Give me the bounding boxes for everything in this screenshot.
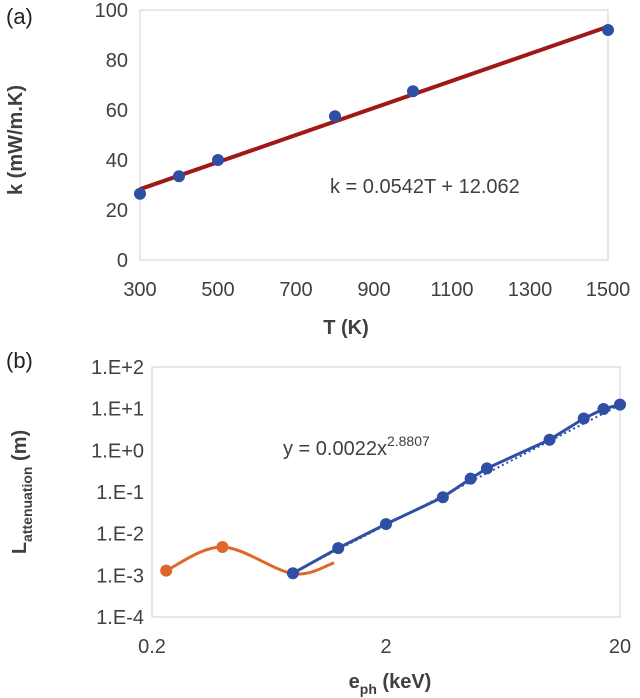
panel-b-blue-point	[380, 518, 392, 531]
panel-b-y-tick-label: 1.E-1	[96, 482, 144, 504]
panel-b-blue-point	[597, 403, 610, 416]
panel-a-x-tick-label: 500	[201, 279, 234, 301]
panel-b-blue-point	[577, 412, 590, 425]
panel-a-y-label: k (mW/m.K)	[5, 85, 27, 195]
panel-b-y-tick-label: 1.E-4	[96, 607, 144, 629]
panel-a-plot-frame	[139, 9, 609, 261]
panel-a-equation: k = 0.0542T + 12.062	[330, 176, 520, 198]
panel-b-x-tick-label: 20	[609, 636, 631, 658]
panel-a-y-tick-label: 80	[106, 50, 128, 72]
panel-a-x-tick-label: 900	[357, 279, 390, 301]
panel-a-points	[134, 24, 614, 200]
panel-b-blue-point	[464, 472, 477, 485]
panel-a-data-point	[134, 187, 146, 200]
panel-b-blue-point	[614, 398, 626, 411]
panel-a-x-label: T (K)	[323, 317, 369, 339]
panel-b-equation: y = 0.0022x2.8807	[283, 433, 430, 460]
panel-b-x-label-unit: (keV)	[377, 671, 431, 693]
panel-b-y-tick-label: 1.E+1	[91, 399, 144, 421]
panel-a-label: (a)	[6, 4, 33, 29]
panel-b: (b) 1.E-41.E-31.E-21.E-11.E+01.E+11.E+2 …	[6, 348, 631, 697]
panel-a-x-tick-label: 700	[279, 279, 312, 301]
panel-b-equation-exponent: 2.8807	[387, 433, 430, 449]
panel-b-blue-point	[480, 462, 493, 475]
panel-a-x-tick-label: 1300	[508, 279, 553, 301]
panel-b-blue-point	[332, 542, 345, 555]
panel-a-y-tick-label: 60	[106, 100, 128, 122]
panel-a: (a) 0 20 40 60 80 100 300 500 700 900 1100 1300 150…	[5, 0, 630, 339]
panel-b-y-label-unit: (m)	[9, 430, 31, 467]
panel-b-x-tick-label: 0.2	[138, 636, 166, 658]
panel-b-y-tick-label: 1.E-3	[96, 565, 144, 587]
panel-b-blue-point	[286, 567, 299, 580]
panel-b-orange-point	[160, 564, 173, 577]
panel-b-equation-base: y = 0.0022x	[283, 438, 387, 460]
panel-b-y-label-main: L	[9, 542, 31, 554]
panel-b-orange-curve	[165, 545, 335, 576]
panel-b-x-label-main: e	[349, 671, 360, 693]
panel-b-x-label-sub: ph	[360, 681, 377, 697]
panel-a-data-point	[602, 24, 614, 36]
panel-b-y-tick-label: 1.E-2	[96, 524, 144, 546]
panel-b-blue-point	[436, 491, 449, 504]
panel-b-blue-point	[543, 433, 556, 446]
panel-a-x-tick-label: 300	[123, 279, 156, 301]
panel-b-series	[160, 398, 626, 580]
panel-b-y-tick-label: 1.E+0	[91, 440, 144, 462]
panel-b-orange-point	[216, 540, 229, 553]
panel-a-data-point	[212, 154, 224, 166]
panel-b-y-tick-label: 1.E+2	[91, 357, 144, 379]
panel-a-y-tick-label: 40	[106, 150, 128, 172]
panel-b-x-ticks: 0.2 2 20	[138, 636, 631, 658]
panel-b-blue-line	[292, 403, 621, 575]
panel-a-data-point	[329, 110, 341, 123]
panel-a-data-point	[173, 170, 185, 183]
panel-a-y-tick-label: 20	[106, 200, 128, 222]
panel-a-x-ticks: 300 500 700 900 1100 1300 1500	[123, 279, 630, 301]
panel-a-trendline	[139, 24, 609, 192]
panel-a-y-tick-label: 0	[117, 250, 128, 272]
panel-a-y-tick-label: 100	[95, 0, 128, 22]
panel-b-y-label: Lattenuation (m)	[9, 430, 35, 554]
panel-b-label: (b)	[6, 348, 33, 373]
panel-b-y-ticks: 1.E-4 1.E-3 1.E-2 1.E-1 1.E+0 1.E+1 1.E+2	[91, 357, 144, 629]
panel-a-data-point	[407, 85, 419, 98]
panel-a-x-tick-label: 1100	[430, 279, 473, 301]
panel-a-y-ticks: 0 20 40 60 80 100	[95, 0, 128, 272]
panel-b-x-label: eph (keV)	[349, 671, 432, 697]
panel-b-x-tick-label: 2	[380, 636, 391, 658]
panel-a-x-tick-label: 1500	[586, 279, 631, 301]
panel-b-plot-frame	[151, 366, 621, 618]
panel-b-y-label-sub: attenuation	[19, 467, 35, 542]
